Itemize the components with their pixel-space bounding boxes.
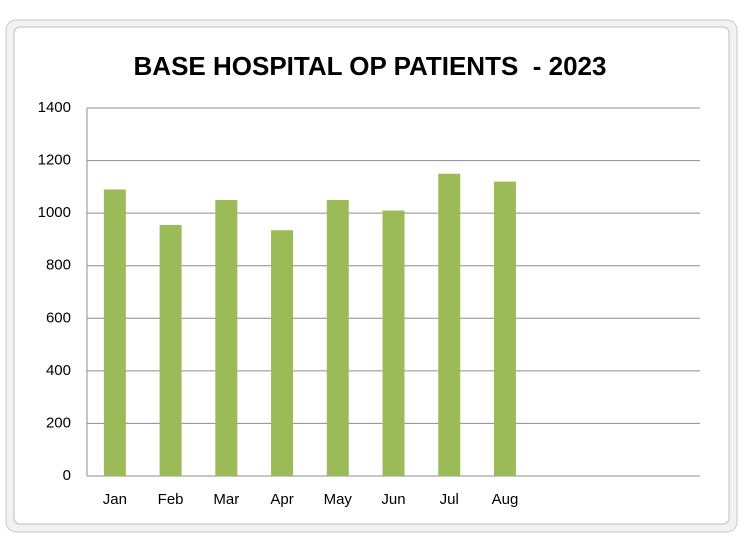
chart-title: BASE HOSPITAL OP PATIENTS - 2023	[134, 51, 607, 81]
x-tick-label: Aug	[492, 491, 519, 508]
x-tick-label: Mar	[213, 491, 239, 508]
x-tick-label: Jun	[381, 491, 405, 508]
x-tick-label: Feb	[158, 491, 184, 508]
bar	[493, 181, 516, 476]
y-tick-label: 0	[63, 467, 71, 484]
y-tick-label: 1400	[38, 99, 71, 116]
y-tick-label: 800	[46, 257, 71, 274]
bar	[215, 200, 238, 476]
bar	[103, 189, 126, 476]
y-tick-label: 600	[46, 309, 71, 326]
bar	[271, 230, 294, 476]
bar	[159, 224, 182, 476]
y-tick-label: 200	[46, 414, 71, 431]
y-tick-label: 1200	[38, 152, 71, 169]
x-tick-label: May	[324, 491, 353, 508]
chart-frame	[13, 26, 730, 525]
x-tick-label: Jul	[440, 491, 459, 508]
bar	[326, 200, 349, 476]
y-tick-label: 400	[46, 362, 71, 379]
bar	[438, 173, 461, 476]
bar	[382, 210, 405, 476]
x-tick-label: Jan	[103, 491, 127, 508]
x-tick-label: Apr	[270, 491, 293, 508]
y-tick-label: 1000	[38, 204, 71, 221]
